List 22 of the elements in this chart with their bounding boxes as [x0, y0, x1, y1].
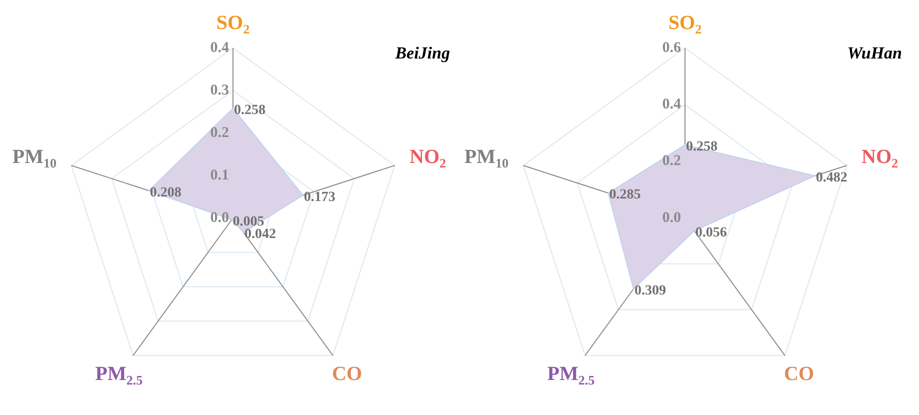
spoke-label: CO — [332, 363, 362, 386]
data-label: 0.285 — [609, 188, 641, 203]
y-tick-label: 0.3 — [210, 82, 229, 98]
spoke-label: CO — [784, 363, 814, 386]
y-tick-label: 0.0 — [662, 210, 681, 226]
data-label: 0.258 — [234, 102, 266, 118]
y-tick-label: 0.2 — [662, 153, 681, 170]
y-tick-label: 0.4 — [662, 96, 682, 113]
y-tick-label: 0.2 — [210, 124, 229, 141]
text: BeiJing — [394, 43, 450, 62]
data-label: 0.042 — [244, 227, 276, 242]
data-label: 0.056 — [695, 225, 727, 240]
y-tick-label: 0.4 — [210, 40, 230, 56]
data-label: 0.258 — [686, 140, 718, 155]
data-label: 0.005 — [232, 214, 264, 230]
data-label: 0.482 — [816, 170, 848, 186]
data-label: 0.173 — [304, 190, 336, 205]
text: WuHan — [847, 43, 902, 62]
data-label: 0.208 — [150, 185, 182, 200]
data-label: 0.309 — [634, 283, 666, 298]
y-tick-label: 0.1 — [210, 167, 229, 184]
y-tick-label: 0.6 — [662, 40, 682, 56]
